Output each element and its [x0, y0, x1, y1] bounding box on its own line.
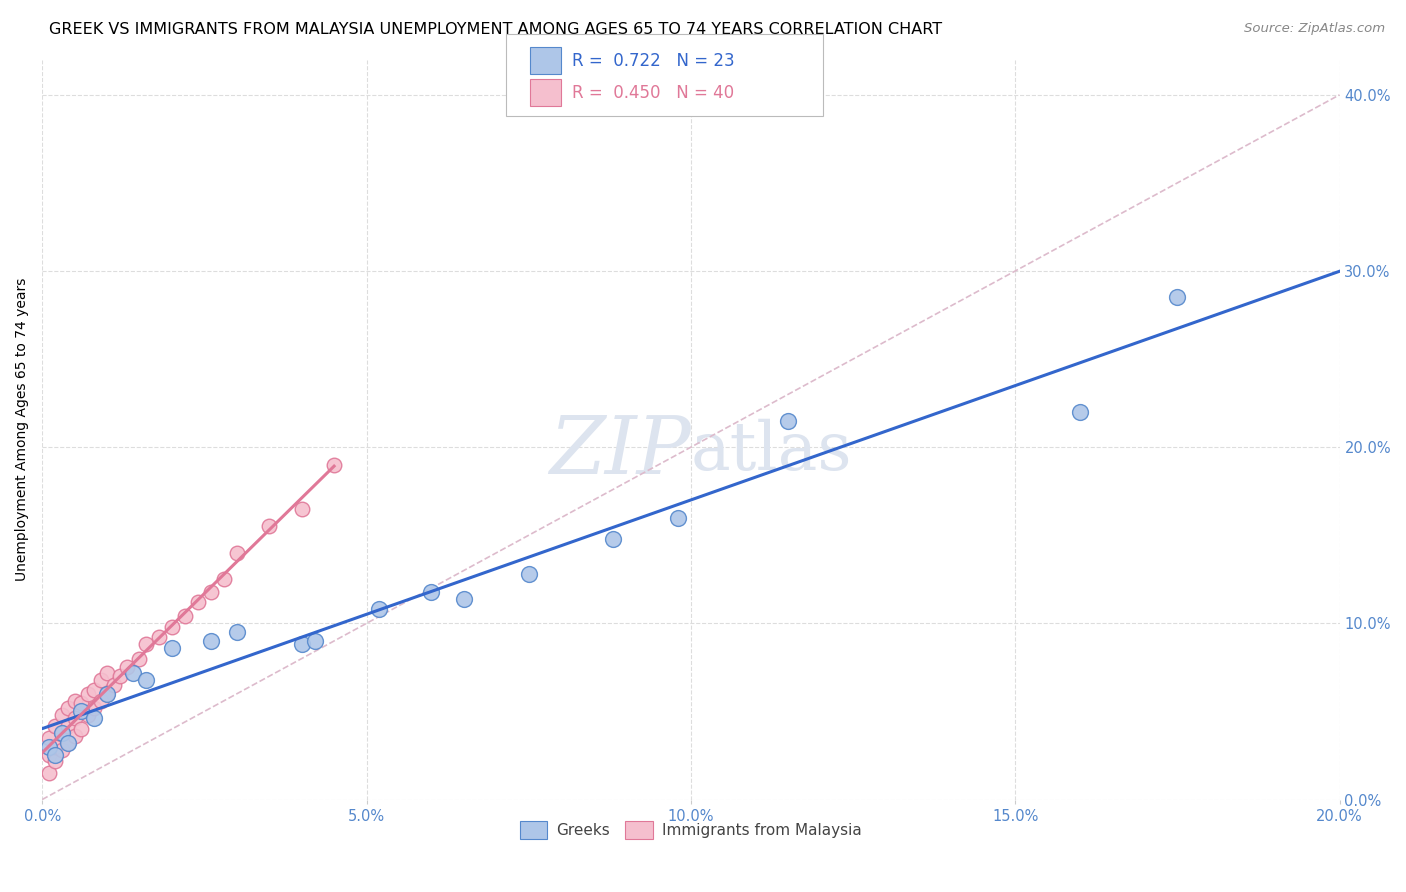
- Point: [56, 701, 79, 715]
- Point: [135, 638, 157, 652]
- Point: [63, 729, 86, 743]
- Point: [200, 634, 222, 648]
- Point: [160, 640, 183, 655]
- Point: [122, 665, 145, 680]
- Point: [76, 708, 98, 723]
- Point: [602, 532, 624, 546]
- Point: [174, 609, 197, 624]
- Point: [96, 687, 118, 701]
- Point: [103, 678, 125, 692]
- Point: [38, 731, 60, 745]
- Point: [160, 620, 183, 634]
- Point: [291, 501, 314, 516]
- Point: [323, 458, 346, 472]
- Point: [51, 725, 73, 739]
- Point: [38, 748, 60, 763]
- Point: [257, 519, 280, 533]
- Point: [70, 722, 93, 736]
- Point: [90, 673, 112, 687]
- Text: ZIP: ZIP: [550, 413, 690, 491]
- Point: [76, 687, 98, 701]
- Text: Source: ZipAtlas.com: Source: ZipAtlas.com: [1244, 22, 1385, 36]
- Point: [187, 595, 209, 609]
- Point: [44, 754, 66, 768]
- Point: [96, 687, 118, 701]
- Point: [56, 718, 79, 732]
- Point: [225, 546, 247, 560]
- Point: [128, 651, 150, 665]
- Point: [517, 567, 540, 582]
- Point: [70, 696, 93, 710]
- Point: [778, 414, 800, 428]
- Point: [148, 631, 170, 645]
- Point: [1069, 405, 1091, 419]
- Point: [135, 673, 157, 687]
- Point: [63, 711, 86, 725]
- Point: [304, 634, 326, 648]
- Point: [51, 725, 73, 739]
- Point: [56, 736, 79, 750]
- Text: R =  0.450   N = 40: R = 0.450 N = 40: [572, 84, 734, 102]
- Point: [83, 711, 105, 725]
- Point: [70, 705, 93, 719]
- Point: [666, 510, 689, 524]
- Point: [420, 584, 443, 599]
- Point: [200, 584, 222, 599]
- Point: [291, 638, 314, 652]
- Point: [44, 748, 66, 763]
- Point: [368, 602, 391, 616]
- Point: [56, 736, 79, 750]
- Point: [1166, 290, 1188, 304]
- Text: R =  0.722   N = 23: R = 0.722 N = 23: [572, 52, 735, 70]
- Text: atlas: atlas: [690, 419, 852, 484]
- Point: [38, 766, 60, 780]
- Point: [212, 572, 235, 586]
- Point: [453, 591, 475, 606]
- Point: [108, 669, 131, 683]
- Point: [115, 660, 138, 674]
- Legend: Greeks, Immigrants from Malaysia: Greeks, Immigrants from Malaysia: [513, 815, 868, 845]
- Point: [83, 701, 105, 715]
- Point: [225, 625, 247, 640]
- Point: [44, 739, 66, 754]
- Point: [96, 665, 118, 680]
- Y-axis label: Unemployment Among Ages 65 to 74 years: Unemployment Among Ages 65 to 74 years: [15, 278, 30, 582]
- Point: [83, 683, 105, 698]
- Point: [90, 694, 112, 708]
- Point: [38, 739, 60, 754]
- Point: [51, 708, 73, 723]
- Point: [63, 694, 86, 708]
- Point: [44, 718, 66, 732]
- Text: GREEK VS IMMIGRANTS FROM MALAYSIA UNEMPLOYMENT AMONG AGES 65 TO 74 YEARS CORRELA: GREEK VS IMMIGRANTS FROM MALAYSIA UNEMPL…: [49, 22, 942, 37]
- Point: [51, 743, 73, 757]
